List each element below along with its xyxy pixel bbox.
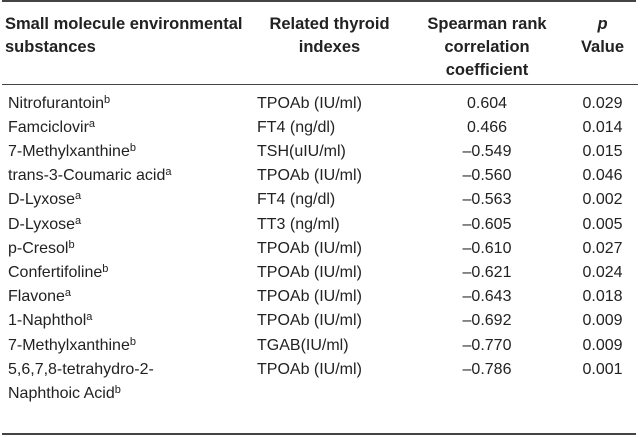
footnote-marker: a [86, 311, 93, 324]
table-row: D-Lyxosea FT4 (ng/dl) –0.563 0.002 [2, 188, 638, 212]
substance-name-line2: Naphthoic Acid [8, 384, 115, 402]
table-row: Flavonea TPOAb (IU/ml) –0.643 0.018 [2, 285, 638, 309]
cell-spearman-coefficient: –0.563 [462, 191, 512, 209]
thyroid-correlation-table: Small molecule environmental substances … [2, 0, 638, 406]
table-row: 5,6,7,8-tetrahydro-2- Naphthoic Acidb TPOA… [2, 358, 638, 406]
cell-thyroid-index: TGAB(IU/ml) [257, 336, 349, 354]
cell-spearman-coefficient: 0.466 [466, 118, 508, 136]
cell-p-value: 0.024 [582, 263, 623, 281]
cell-thyroid-index: FT4 (ng/dl) [257, 118, 336, 136]
cell-p-value: 0.046 [582, 167, 623, 185]
footnote-marker: b [68, 238, 75, 251]
header-index: Related thyroid indexes [269, 15, 390, 56]
header-spearman: Spearman rank correlation coefficient [427, 15, 547, 79]
footnote-marker: b [102, 262, 109, 275]
substance-name: 7-Methylxanthine [8, 142, 130, 160]
table-row: Famciclovira FT4 (ng/dl) 0.466 0.014 [2, 116, 638, 140]
substance-name: trans-3-Coumaric acid [8, 167, 166, 185]
cell-spearman-coefficient: –0.610 [462, 239, 512, 257]
cell-spearman-coefficient: –0.605 [462, 215, 512, 233]
footnote-marker: a [74, 214, 82, 227]
header-substance: Small molecule environmental substances [5, 15, 243, 56]
cell-substance: trans-3-Coumaric acida [2, 164, 252, 188]
cell-spearman-coefficient: –0.549 [462, 142, 512, 160]
table-row: 7-Methylxanthineb TGAB(IU/ml) –0.770 0.009 [2, 334, 638, 358]
header-p-letter: p [597, 15, 608, 33]
substance-name: Famciclovir [8, 118, 89, 136]
cell-p-value: 0.002 [582, 191, 623, 209]
footnote-marker: b [104, 93, 111, 106]
cell-p-value: 0.027 [582, 239, 623, 257]
substance-name: Flavone [8, 288, 65, 306]
substance-name: 1-Naphthol [8, 312, 87, 330]
cell-substance: D-Lyxosea [2, 188, 252, 212]
cell-substance: 7-Methylxanthineb [2, 334, 252, 358]
cell-substance: 5,6,7,8-tetrahydro-2- Naphthoic Acidb [2, 358, 252, 406]
footnote-marker: b [114, 383, 121, 396]
cell-thyroid-index: TPOAb (IU/ml) [257, 263, 362, 281]
cell-spearman-coefficient: –0.786 [462, 360, 512, 378]
cell-substance: Confertifolineb [2, 261, 252, 285]
cell-spearman-coefficient: –0.770 [462, 336, 512, 354]
table-row: 1-Naphthola TPOAb (IU/ml) –0.692 0.009 [2, 309, 638, 333]
table-row: p-Cresolb TPOAb (IU/ml) –0.610 0.027 [2, 237, 638, 261]
cell-spearman-coefficient: –0.560 [462, 167, 512, 185]
cell-spearman-coefficient: –0.621 [462, 263, 512, 281]
header-p-value: p Value [567, 0, 638, 84]
header-value-word: Value [580, 38, 625, 56]
cell-thyroid-index: FT4 (ng/dl) [257, 191, 336, 209]
table-header: Small molecule environmental substances … [2, 0, 638, 84]
cell-substance: Nitrofurantoinb [2, 84, 252, 116]
cell-spearman-coefficient: –0.643 [462, 288, 512, 306]
cell-substance: D-Lyxosea [2, 213, 252, 237]
cell-substance: Flavonea [2, 285, 252, 309]
substance-name: Confertifoline [8, 263, 103, 281]
substance-name: D-Lyxose [8, 191, 75, 209]
cell-p-value: 0.029 [582, 94, 623, 112]
cell-p-value: 0.014 [582, 118, 623, 136]
table-row: D-Lyxosea TT3 (ng/ml) –0.605 0.005 [2, 213, 638, 237]
substance-name: Nitrofurantoin [8, 94, 105, 112]
cell-substance: Famciclovira [2, 116, 252, 140]
cell-substance: p-Cresolb [2, 237, 252, 261]
substance-name: 5,6,7,8-tetrahydro-2- [8, 360, 154, 378]
top-rule [2, 0, 636, 2]
substance-name: D-Lyxose [8, 215, 75, 233]
cell-p-value: 0.009 [582, 336, 623, 354]
footnote-marker: b [129, 141, 136, 154]
footnote-marker: b [129, 335, 136, 348]
cell-thyroid-index: TPOAb (IU/ml) [257, 360, 362, 378]
cell-spearman-coefficient: 0.604 [466, 94, 508, 112]
cell-p-value: 0.009 [582, 312, 623, 330]
header-row: Small molecule environmental substances … [2, 0, 638, 84]
cell-thyroid-index: TPOAb (IU/ml) [257, 312, 362, 330]
table-row: trans-3-Coumaric acida TPOAb (IU/ml) –0.56… [2, 164, 638, 188]
table-row: Confertifolineb TPOAb (IU/ml) –0.621 0.024 [2, 261, 638, 285]
cell-thyroid-index: TSH(uIU/ml) [257, 142, 346, 160]
cell-substance: 7-Methylxanthineb [2, 140, 252, 164]
cell-substance: 1-Naphthola [2, 309, 252, 333]
table-body: Nitrofurantoinb TPOAb (IU/ml) 0.604 0.029 Fa… [2, 84, 638, 406]
substance-name: p-Cresol [8, 239, 69, 257]
cell-thyroid-index: TPOAb (IU/ml) [257, 167, 362, 185]
substance-name: 7-Methylxanthine [8, 336, 130, 354]
table-row: 7-Methylxanthineb TSH(uIU/ml) –0.549 0.015 [2, 140, 638, 164]
cell-thyroid-index: TPOAb (IU/ml) [257, 288, 362, 306]
cell-spearman-coefficient: –0.692 [462, 312, 512, 330]
cell-p-value: 0.018 [582, 288, 623, 306]
cell-p-value: 0.015 [582, 142, 623, 160]
footnote-marker: a [88, 117, 96, 130]
table-row: Nitrofurantoinb TPOAb (IU/ml) 0.604 0.029 [2, 84, 638, 116]
cell-p-value: 0.005 [582, 215, 623, 233]
cell-thyroid-index: TT3 (ng/ml) [257, 215, 340, 233]
footnote-marker: a [165, 166, 172, 179]
cell-thyroid-index: TPOAb (IU/ml) [257, 239, 362, 257]
footnote-marker: a [74, 190, 82, 203]
footnote-marker: a [64, 287, 72, 300]
cell-thyroid-index: TPOAb (IU/ml) [257, 94, 362, 112]
bottom-rule [2, 433, 636, 435]
cell-p-value: 0.001 [582, 360, 623, 378]
